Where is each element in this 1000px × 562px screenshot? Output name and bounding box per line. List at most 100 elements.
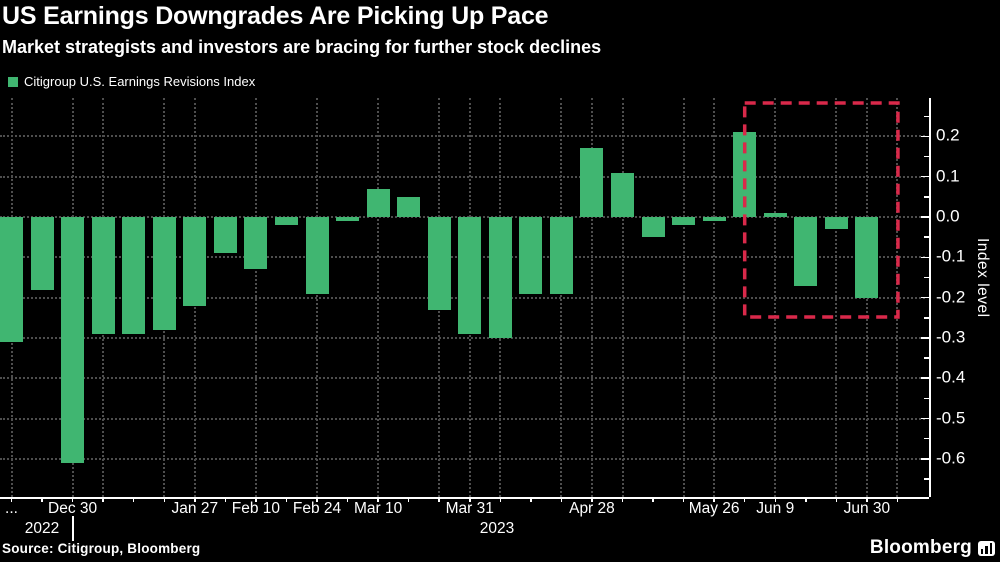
bar-mar-10 <box>366 188 390 217</box>
bar-jan-20 <box>152 217 176 330</box>
bar-jan-27 <box>183 217 207 306</box>
bar-jun-16 <box>794 217 818 286</box>
gridline-vertical <box>713 98 716 497</box>
bar-jan-6 <box>91 217 115 334</box>
bar-may-19 <box>672 217 696 225</box>
bar-jun-30 <box>855 217 879 298</box>
legend-swatch <box>8 76 18 87</box>
y-axis-tick-label: -0.2 <box>936 287 966 307</box>
gridline-vertical <box>590 98 593 497</box>
chart-title: US Earnings Downgrades Are Picking Up Pa… <box>2 2 549 30</box>
gridline-vertical <box>316 98 318 497</box>
x-axis-tick <box>560 497 563 502</box>
bar-dec-16 <box>0 217 23 342</box>
x-axis-tick-label: Feb 10 <box>231 500 281 517</box>
x-axis-tick <box>438 497 440 502</box>
x-axis-tick <box>774 497 776 502</box>
gridline-vertical <box>835 98 838 497</box>
bar-mar-3 <box>336 217 360 221</box>
gridline-horizontal <box>0 336 925 339</box>
gridline-horizontal <box>0 417 925 420</box>
x-axis-tick <box>652 497 654 502</box>
gridline-horizontal <box>0 135 925 138</box>
bar-feb-17 <box>274 217 298 225</box>
y-axis-tick-label: -0.4 <box>936 367 966 387</box>
x-axis-year-label: 2023 <box>479 520 515 537</box>
x-axis-tick-label: Jun 30 <box>843 500 891 517</box>
x-axis-tick <box>621 497 624 502</box>
y-axis-tick-label: 0.0 <box>936 206 960 226</box>
x-axis-tick <box>530 497 532 502</box>
bar-feb-24 <box>305 217 329 294</box>
bar-jun-23 <box>824 217 848 229</box>
x-axis-tick-label: Jun 9 <box>756 500 795 517</box>
y-axis-major-tick <box>921 296 929 299</box>
y-axis-minor-tick <box>924 437 929 440</box>
chart-subtitle: Market strategists and investors are bra… <box>2 37 602 57</box>
y-axis-major-tick <box>921 377 929 379</box>
bar-apr-14 <box>519 217 543 294</box>
x-axis-tick <box>469 497 471 502</box>
x-axis-tick-label: Mar 31 <box>445 500 494 517</box>
y-axis-line <box>929 98 931 497</box>
gridline-vertical <box>896 98 899 497</box>
x-axis-tick <box>805 497 807 502</box>
gridline-horizontal <box>0 377 925 380</box>
bar-may-12 <box>641 217 665 237</box>
y-axis-tick-label: 0.1 <box>936 166 960 186</box>
x-axis-tick <box>255 497 257 502</box>
x-axis-tick <box>194 497 196 502</box>
x-axis-tick <box>102 497 104 502</box>
bloomberg-logo: Bloomberg <box>870 537 995 559</box>
bar-apr-21 <box>549 217 573 294</box>
gridline-vertical <box>774 98 777 497</box>
y-axis-minor-tick <box>924 478 929 480</box>
y-axis-minor-tick <box>924 115 929 117</box>
x-axis-tick <box>499 497 502 502</box>
y-axis-tick-label: -0.1 <box>936 246 966 266</box>
legend-label: Citigroup U.S. Earnings Revisions Index <box>24 74 256 89</box>
y-axis-major-tick <box>921 256 929 259</box>
x-axis-tick <box>163 497 165 502</box>
y-axis-tick-label: -0.5 <box>936 408 966 428</box>
x-axis-tick <box>346 497 349 502</box>
bar-may-5 <box>611 172 634 217</box>
x-axis-tick <box>591 497 593 502</box>
x-axis-tick-label: Mar 10 <box>353 500 403 517</box>
bar-mar-31 <box>458 217 482 334</box>
x-axis-tick-label: ... <box>5 500 18 517</box>
bloomberg-chart-icon <box>978 540 995 556</box>
x-axis-tick <box>682 497 685 502</box>
x-axis-tick <box>71 497 74 502</box>
x-axis-tick <box>866 497 868 502</box>
bar-feb-10 <box>244 217 268 269</box>
y-axis-major-tick <box>921 458 929 460</box>
x-axis-tick <box>713 497 715 502</box>
bloomberg-logo-text: Bloomberg <box>869 537 972 558</box>
x-axis-tick <box>132 497 135 502</box>
y-axis-title: Index level <box>974 238 991 318</box>
gridline-vertical <box>377 98 380 497</box>
x-axis-tick <box>285 497 288 502</box>
gridline-vertical <box>254 98 257 497</box>
x-axis-tick-label: May 26 <box>688 500 740 517</box>
x-axis-tick <box>41 497 43 502</box>
bar-jan-13 <box>122 217 146 334</box>
x-axis-tick-label: Feb 24 <box>292 500 342 517</box>
y-axis-tick-label: 0.2 <box>936 125 960 145</box>
gridline-horizontal <box>0 457 925 460</box>
y-axis-minor-tick <box>924 397 929 400</box>
x-axis-tick <box>743 497 746 502</box>
x-axis-line <box>0 497 929 499</box>
y-axis-minor-tick <box>924 155 929 158</box>
source-note: Source: Citigroup, Bloomberg <box>2 541 201 556</box>
bar-dec-23 <box>30 217 54 290</box>
y-axis-major-tick <box>921 337 929 339</box>
y-axis-minor-tick <box>924 317 929 319</box>
x-axis-tick <box>224 497 227 502</box>
x-axis-tick-label: Jan 27 <box>171 500 219 517</box>
bar-jun-2 <box>733 132 757 218</box>
y-axis-major-tick <box>921 417 929 420</box>
y-axis-major-tick <box>921 175 929 178</box>
